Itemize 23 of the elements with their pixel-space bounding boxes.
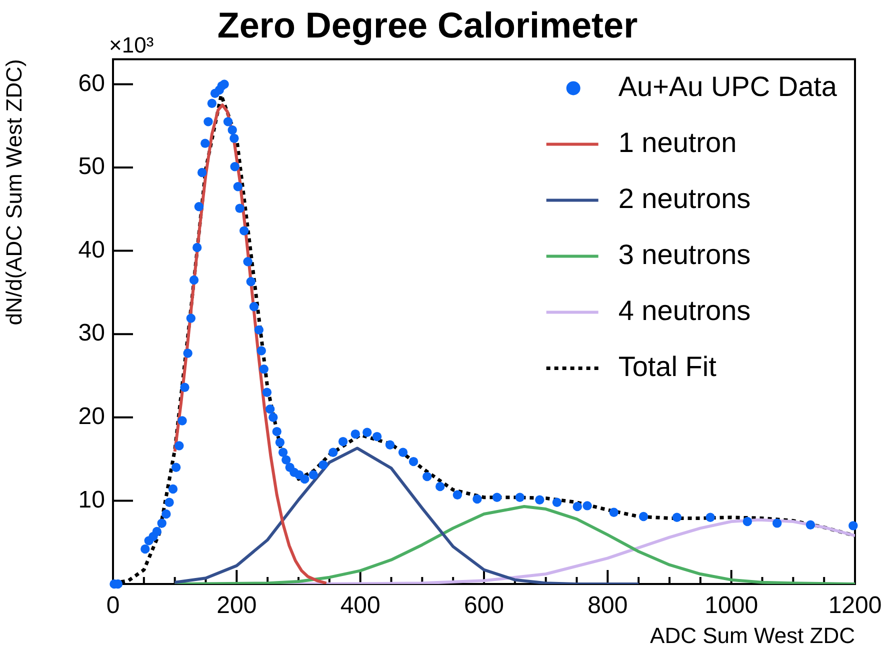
- legend-label: Total Fit: [618, 350, 717, 382]
- x-tick-label: 1000: [704, 592, 758, 620]
- x-axis-title: ADC Sum West ZDC: [650, 622, 856, 648]
- y-tick-label: 40: [78, 236, 105, 264]
- y-tick-label: 50: [78, 153, 105, 180]
- x-tick-label: 800: [588, 592, 628, 620]
- legend-label: 4 neutrons: [618, 294, 751, 326]
- legend-label: Au+Au UPC Data: [618, 70, 838, 102]
- x-tick-label: 200: [216, 592, 257, 620]
- y-tick-label: 10: [78, 486, 105, 514]
- y-tick-label: 20: [78, 403, 105, 430]
- legend-label: 1 neutron: [618, 126, 737, 158]
- x-tick-label: 0: [106, 592, 120, 620]
- legend-label: 2 neutrons: [618, 182, 751, 214]
- chart-title: Zero Degree Calorimeter: [217, 4, 638, 46]
- text: ×10³: [109, 32, 154, 58]
- x-tick-label: 600: [464, 592, 504, 620]
- x-tick-label: 1200: [828, 592, 882, 620]
- y-axis-title: dN/d(ADC Sum West ZDC): [1, 59, 26, 326]
- legend-label: 3 neutrons: [618, 238, 751, 270]
- y-tick-label: 30: [78, 320, 105, 347]
- x-tick-label: 400: [340, 592, 380, 620]
- y-tick-label: 60: [78, 70, 105, 97]
